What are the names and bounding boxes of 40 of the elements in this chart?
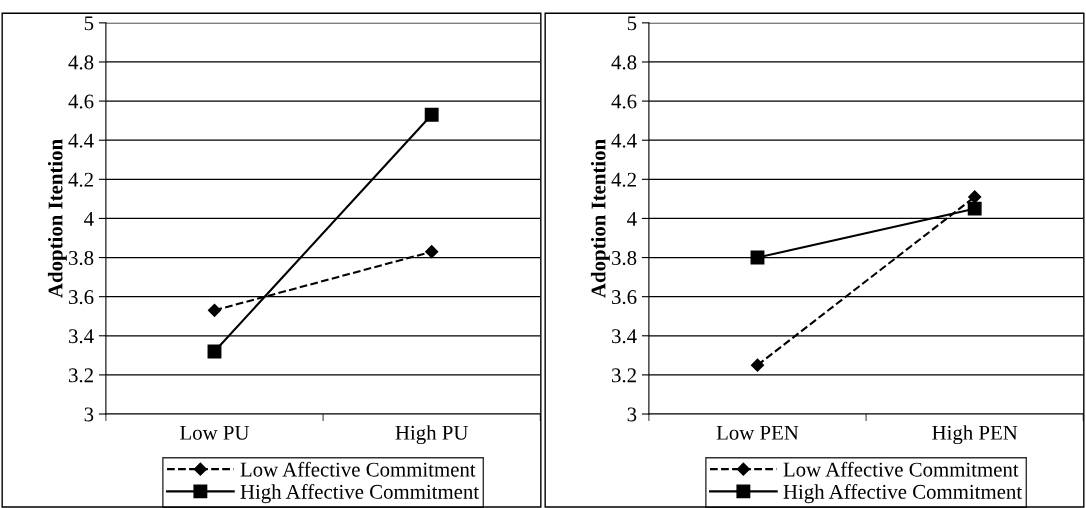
legend-label: High Affective Commitment bbox=[240, 484, 480, 504]
y-tick-label: 3.6 bbox=[69, 290, 94, 305]
y-tick-label: 3 bbox=[627, 407, 637, 422]
point bbox=[424, 107, 439, 122]
y-tick-label: 4.4 bbox=[611, 133, 637, 148]
x-tick-label: Low PEN bbox=[716, 425, 799, 440]
y-tick-label: 4 bbox=[627, 211, 637, 226]
point bbox=[207, 303, 222, 317]
y-tick-label: 4.6 bbox=[611, 94, 637, 109]
y-tick-label: 3.4 bbox=[69, 329, 94, 344]
y-axis-title: Adoption Itention bbox=[47, 139, 67, 298]
y-tick-label: 3.8 bbox=[69, 250, 94, 266]
y-tick-label: 4 bbox=[84, 211, 94, 226]
x-tick-label: Low PU bbox=[180, 425, 250, 440]
legend-label: Low Affective Commitment bbox=[783, 461, 1019, 477]
point bbox=[425, 245, 439, 259]
x-tick-label: High PEN bbox=[932, 425, 1018, 445]
legend-label: High Affective Commitment bbox=[783, 484, 1023, 504]
point bbox=[750, 250, 765, 265]
y-tick-label: 3.2 bbox=[612, 368, 636, 383]
point bbox=[968, 190, 982, 204]
y-tick-label: 5 bbox=[627, 16, 637, 31]
y-tick-label: 4.2 bbox=[611, 172, 636, 187]
y-tick-label: 4.4 bbox=[68, 133, 94, 148]
y-tick-label: 3.8 bbox=[612, 250, 637, 266]
y-tick-label: 3.6 bbox=[612, 290, 637, 305]
x-tick-label: High PU bbox=[395, 425, 468, 445]
y-tick-label: 4.6 bbox=[68, 94, 94, 109]
y-tick-label: 5 bbox=[84, 16, 94, 31]
y-tick-label: 3.4 bbox=[612, 329, 637, 344]
y-tick-label: 3 bbox=[84, 407, 94, 422]
legend-label: Low Affective Commitment bbox=[240, 461, 476, 477]
y-tick-label: 4.2 bbox=[68, 172, 93, 187]
point bbox=[207, 344, 222, 359]
y-tick-label: 3.2 bbox=[69, 368, 93, 383]
y-tick-label: 4.8 bbox=[611, 55, 637, 70]
y-tick-label: 4.8 bbox=[68, 55, 94, 70]
point bbox=[967, 201, 982, 216]
point bbox=[750, 358, 765, 372]
y-axis-title: Adoption Itention bbox=[590, 139, 610, 298]
